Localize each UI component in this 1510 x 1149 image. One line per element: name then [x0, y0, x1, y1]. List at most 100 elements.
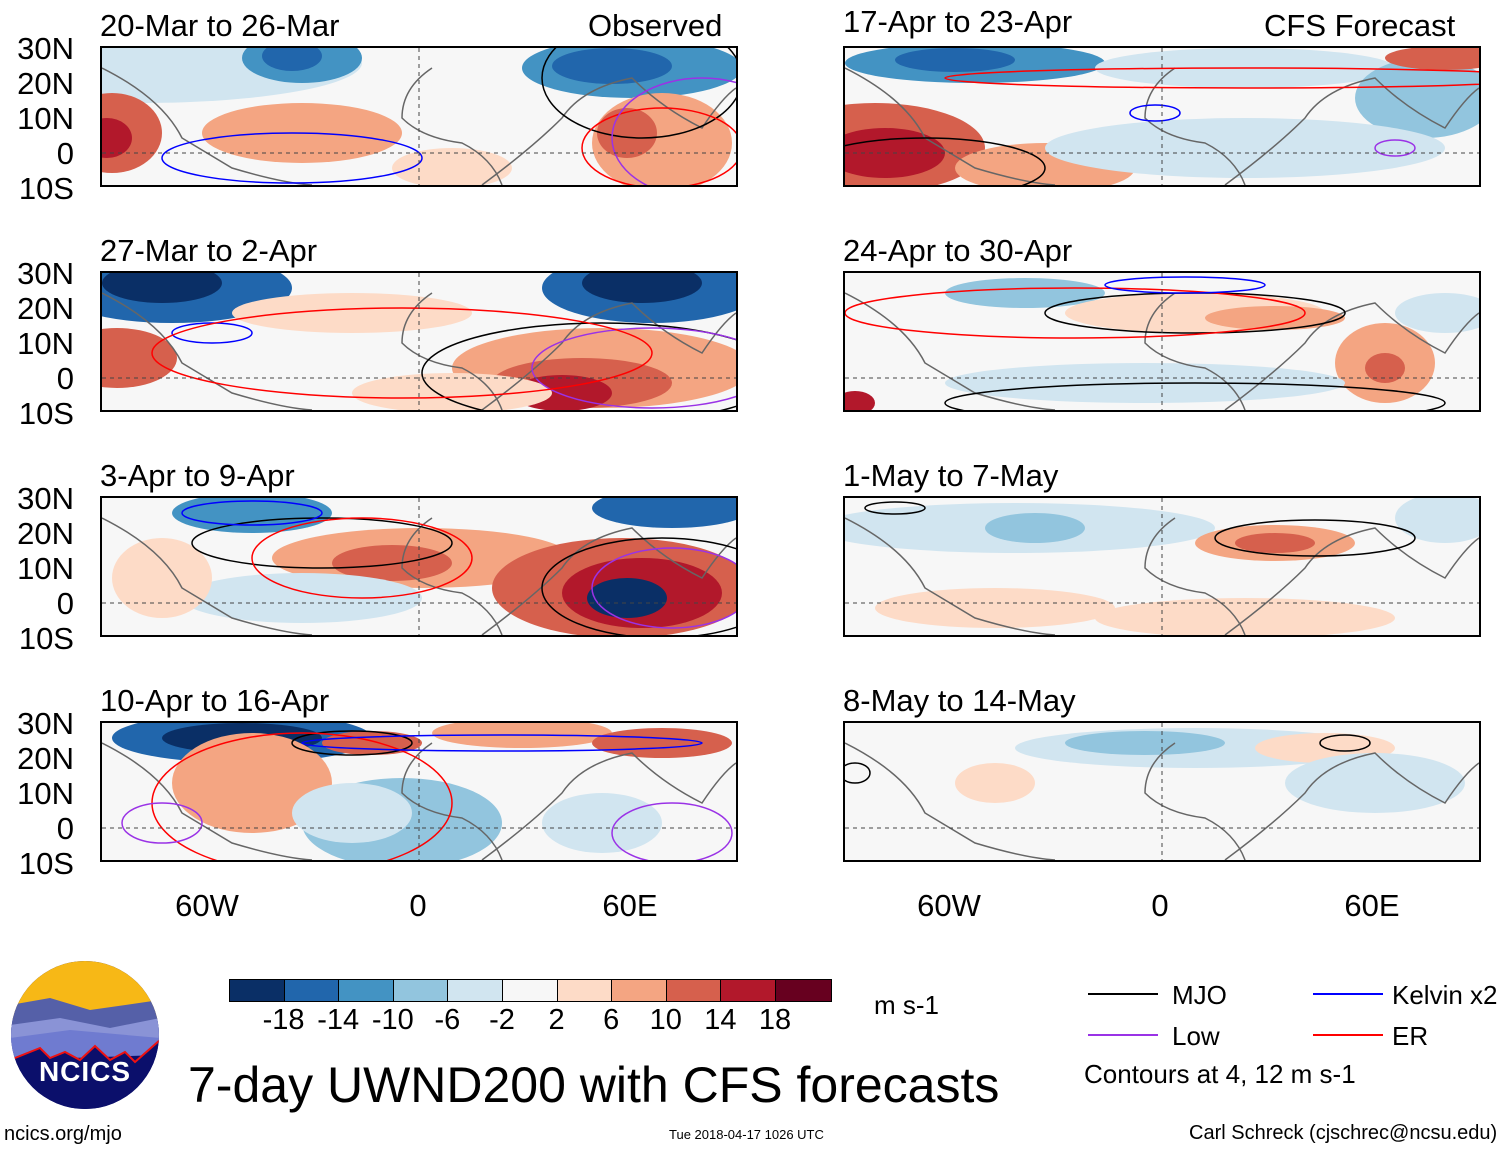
- anomaly-contour: [581, 107, 736, 185]
- colorbar-swatch: [557, 980, 613, 1001]
- anomaly-contour: [121, 802, 203, 844]
- colorbar-tick: 10: [649, 1004, 682, 1036]
- anomaly-contour: [531, 327, 736, 409]
- lon-label: 60W: [175, 888, 239, 923]
- anomaly-shading: [1285, 753, 1465, 813]
- anomaly-shading: [1205, 306, 1345, 330]
- anomaly-contour: [291, 730, 413, 756]
- panel-title: 3-Apr to 9-Apr: [100, 458, 295, 493]
- legend-low-label: Low: [1172, 1021, 1220, 1051]
- anomaly-shading: [172, 498, 332, 533]
- colorbar-swatch: [775, 980, 831, 1001]
- colorbar-tick: 6: [603, 1004, 620, 1036]
- lat-label: 0: [56, 136, 74, 171]
- lon-label: 60E: [602, 888, 658, 923]
- logo-text: NCICS: [38, 1056, 132, 1087]
- lat-label: 10N: [17, 326, 74, 361]
- colorbar-swatch: [666, 980, 722, 1001]
- legend-low-line: [1088, 1034, 1158, 1036]
- lat-label: 20N: [17, 291, 74, 326]
- coastline: [845, 292, 1479, 410]
- colorbar-swatch: [721, 980, 776, 1001]
- forecast-header: CFS Forecast: [1264, 8, 1456, 43]
- anomaly-shading: [597, 108, 657, 158]
- anomaly-contour: [944, 67, 1479, 89]
- anomaly-contour: [251, 517, 473, 599]
- lat-label: 30N: [17, 481, 74, 516]
- lat-label: 20N: [17, 741, 74, 776]
- lat-label: 0: [56, 361, 74, 396]
- anomaly-contour: [161, 132, 423, 184]
- anomaly-shading: [985, 513, 1085, 543]
- colorbar-tick: 18: [758, 1004, 792, 1036]
- lat-label: 30N: [17, 706, 74, 741]
- coastline: [102, 742, 736, 860]
- anomaly-contour: [151, 307, 653, 399]
- anomaly-shading: [1095, 598, 1395, 635]
- anomaly-contour: [864, 501, 926, 515]
- anomaly-shading: [112, 538, 212, 618]
- colorbar-swatch: [339, 980, 394, 1001]
- anomaly-shading: [592, 498, 736, 528]
- anomaly-contour: [191, 517, 453, 569]
- anomaly-shading: [1395, 293, 1479, 333]
- colorbar-swatch: [612, 980, 667, 1001]
- legend-er-label: ER: [1392, 1021, 1429, 1051]
- anomaly-shading: [172, 733, 332, 833]
- lat-label: 10N: [17, 101, 74, 136]
- anomaly-shading: [262, 48, 322, 71]
- colorbar-tick: -2: [489, 1004, 515, 1036]
- lon-label: 60W: [917, 888, 981, 923]
- anomaly-contour: [611, 77, 736, 185]
- anomaly-shading: [955, 763, 1035, 803]
- panel-title: 27-Mar to 2-Apr: [100, 233, 318, 268]
- anomaly-contour: [541, 48, 736, 139]
- figure-title: 7-day UWND200 with CFS forecasts: [188, 1057, 1000, 1113]
- anomaly-shading: [1385, 48, 1479, 70]
- anomaly-shading: [582, 273, 702, 303]
- colorbar-swatch: [502, 980, 558, 1001]
- coastline: [102, 517, 736, 635]
- lat-label: 30N: [17, 31, 74, 66]
- panel-title: 20-Mar to 26-Mar: [100, 8, 340, 43]
- anomaly-shading: [1355, 58, 1479, 138]
- lon-label: 0: [1151, 888, 1169, 923]
- anomaly-shading: [102, 118, 132, 158]
- lat-label: 20N: [17, 516, 74, 551]
- map-panel: [843, 46, 1481, 187]
- anomaly-shading: [182, 573, 422, 623]
- anomaly-shading: [895, 48, 1015, 72]
- coastline: [845, 517, 1479, 635]
- colorbar-tick: -6: [434, 1004, 461, 1036]
- panel-title: 1-May to 7-May: [843, 458, 1059, 493]
- legend-kelvin-label: Kelvin x2: [1392, 980, 1498, 1010]
- lat-label: 10N: [17, 551, 74, 586]
- map-panel: [100, 46, 738, 187]
- lat-label: 10S: [18, 396, 74, 431]
- legend-mjo-label: MJO: [1172, 980, 1227, 1010]
- panel-title: 17-Apr to 23-Apr: [843, 4, 1073, 39]
- lat-label: 30N: [17, 256, 74, 291]
- legend-er-line: [1313, 1034, 1383, 1036]
- coastline: [102, 67, 736, 185]
- anomaly-shading: [292, 783, 412, 843]
- observed-header: Observed: [588, 8, 723, 43]
- site-url[interactable]: ncics.org/mjo: [4, 1123, 122, 1145]
- lat-label: 0: [56, 586, 74, 621]
- colorbar-swatch: [448, 980, 503, 1001]
- colorbar-tick: -14: [317, 1004, 360, 1036]
- anomaly-shading: [1065, 731, 1225, 755]
- anomaly-shading: [102, 273, 222, 303]
- anomaly-contour: [1214, 519, 1416, 557]
- anomaly-shading: [352, 373, 552, 410]
- anomaly-contour: [541, 537, 736, 635]
- legend-kelvin-line: [1313, 993, 1383, 995]
- anomaly-contour: [421, 322, 736, 410]
- ncics-logo: NCICS: [10, 960, 160, 1110]
- panel-title: 8-May to 14-May: [843, 683, 1076, 718]
- map-panel: [100, 721, 738, 862]
- anomaly-shading: [392, 148, 512, 185]
- anomaly-contour: [845, 762, 871, 784]
- anomaly-contour: [611, 802, 733, 860]
- anomaly-shading: [587, 578, 667, 618]
